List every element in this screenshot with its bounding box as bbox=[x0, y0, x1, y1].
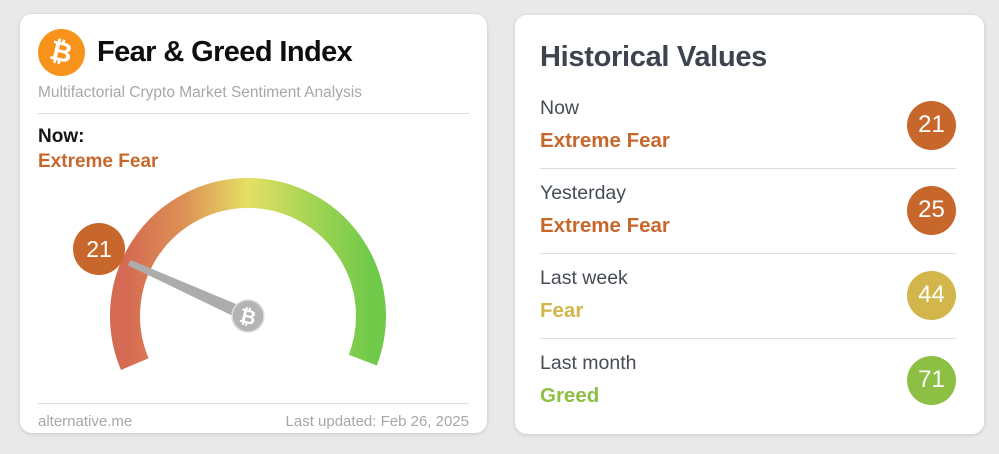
gauge-value: 21 bbox=[86, 236, 112, 262]
history-row-texts: Now Extreme Fear bbox=[540, 97, 670, 154]
gauge-arc bbox=[110, 178, 386, 371]
history-row-texts: Last month Greed bbox=[540, 352, 636, 409]
bitcoin-icon: ₿ bbox=[38, 29, 85, 76]
history-row-yesterday: Yesterday Extreme Fear 25 bbox=[540, 169, 956, 254]
gauge-value-badge bbox=[73, 223, 125, 276]
history-period: Last month bbox=[540, 351, 637, 374]
gauge-container: ₿ 21 bbox=[38, 176, 469, 391]
header-divider bbox=[38, 112, 469, 114]
historical-values-card: Historical Values Now Extreme Fear 21 Ye… bbox=[515, 15, 984, 434]
card-header: ₿ Fear & Greed Index bbox=[38, 29, 469, 76]
card-footer: alternative.me Last updated: Feb 26, 202… bbox=[38, 403, 469, 430]
history-value-badge: 71 bbox=[907, 355, 956, 405]
history-row-last-month: Last month Greed 71 bbox=[540, 339, 956, 423]
last-updated-text: Last updated: Feb 26, 2025 bbox=[285, 413, 469, 431]
history-period: Now bbox=[540, 97, 580, 119]
history-value-badge: 44 bbox=[907, 270, 956, 320]
gauge-chart: ₿ 21 bbox=[73, 178, 386, 371]
history-classification: Greed bbox=[540, 384, 600, 408]
gauge-pivot bbox=[231, 299, 265, 333]
page-title: Fear & Greed Index bbox=[97, 36, 353, 68]
history-classification: Extreme Fear bbox=[540, 214, 670, 238]
source-text: alternative.me bbox=[38, 413, 133, 431]
bitcoin-pivot-icon: ₿ bbox=[237, 303, 258, 330]
now-classification: Extreme Fear bbox=[38, 151, 159, 173]
bitcoin-glyph: ₿ bbox=[47, 34, 76, 71]
historical-values-title: Historical Values bbox=[540, 41, 768, 73]
history-row-texts: Yesterday Extreme Fear bbox=[540, 182, 670, 239]
history-value-badge: 21 bbox=[907, 100, 956, 150]
now-label: Now: bbox=[38, 125, 85, 147]
fear-greed-card: ₿ Fear & Greed Index Multifactorial Cryp… bbox=[20, 14, 487, 433]
history-period: Last week bbox=[540, 266, 628, 289]
history-classification: Extreme Fear bbox=[540, 129, 670, 153]
history-value-badge: 25 bbox=[907, 185, 956, 235]
history-row-now: Now Extreme Fear 21 bbox=[540, 84, 956, 169]
history-row-last-week: Last week Fear 44 bbox=[540, 254, 956, 339]
history-period: Yesterday bbox=[540, 181, 627, 204]
history-row-texts: Last week Fear bbox=[540, 267, 628, 324]
history-classification: Fear bbox=[540, 299, 584, 323]
subtitle: Multifactorial Crypto Market Sentiment A… bbox=[38, 84, 362, 101]
